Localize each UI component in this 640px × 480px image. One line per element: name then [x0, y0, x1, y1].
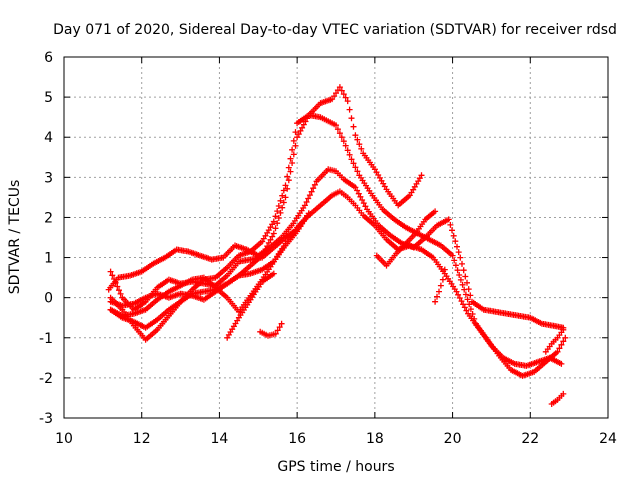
- x-tick-label: 24: [599, 431, 617, 447]
- plus-markers: [548, 390, 567, 407]
- y-tick-label: -1: [39, 331, 53, 347]
- x-tick-label: 18: [366, 431, 384, 447]
- data-series: [105, 84, 569, 407]
- plus-markers: [542, 326, 567, 355]
- y-tick-label: -3: [39, 411, 53, 427]
- series-track-5: [107, 210, 312, 309]
- chart-title: Day 071 of 2020, Sidereal Day-to-day VTE…: [53, 22, 617, 38]
- plus-markers: [373, 208, 439, 269]
- series-track-7: [224, 270, 277, 341]
- series-track-10: [432, 266, 448, 305]
- plus-markers: [107, 210, 312, 313]
- y-tick-label: 2: [44, 210, 53, 226]
- y-tick-label: 1: [44, 251, 53, 267]
- y-tick-label: 6: [44, 50, 53, 66]
- plot-frame: [63, 56, 609, 419]
- x-tick-label: 20: [444, 431, 462, 447]
- y-axis-label: SDTVAR / TECUs: [7, 180, 23, 295]
- series-track-12: [548, 390, 567, 407]
- y-tick-label: 5: [44, 90, 53, 106]
- series-track-9: [373, 208, 439, 269]
- plus-markers: [107, 84, 425, 331]
- plus-markers: [224, 270, 277, 341]
- plus-markers: [432, 266, 448, 305]
- series-track-6: [107, 210, 312, 313]
- gridlines: [64, 57, 608, 418]
- x-axis-label: GPS time / hours: [277, 459, 394, 475]
- series-track-8: [257, 320, 285, 339]
- y-tick-label: -2: [39, 371, 53, 387]
- x-tick-label: 12: [133, 431, 151, 447]
- plus-markers: [257, 320, 285, 339]
- y-tick-label: 3: [44, 170, 53, 186]
- y-tick-label: 0: [44, 291, 53, 307]
- plus-markers: [107, 210, 312, 309]
- y-tick-label: 4: [44, 130, 53, 146]
- series-track-11: [542, 326, 567, 355]
- series-track-4: [107, 84, 425, 331]
- x-tick-label: 22: [521, 431, 539, 447]
- x-tick-label: 14: [211, 431, 229, 447]
- x-tick-label: 10: [55, 431, 73, 447]
- x-tick-label: 16: [288, 431, 306, 447]
